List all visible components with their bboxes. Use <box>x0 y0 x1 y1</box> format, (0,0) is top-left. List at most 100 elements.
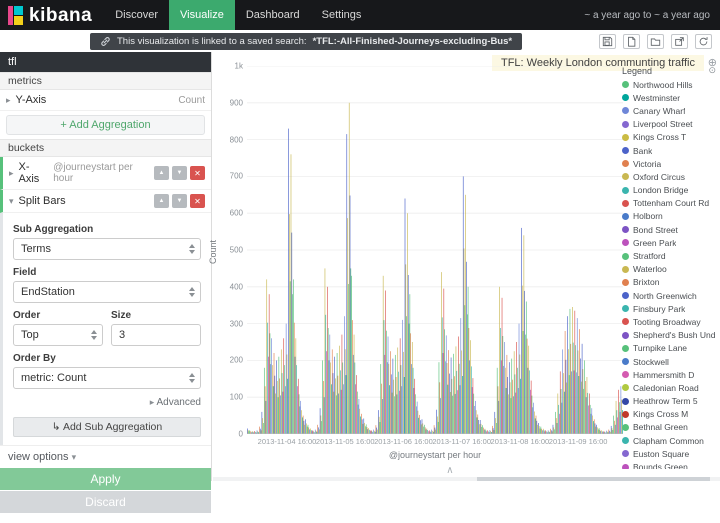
legend-color-dot <box>622 212 629 220</box>
order-by-value: metric: Count <box>21 372 87 384</box>
legend-item[interactable]: Oxford Circus <box>622 170 718 183</box>
legend-item[interactable]: Stratford <box>622 249 718 262</box>
nav-settings[interactable]: Settings <box>321 9 362 21</box>
nav-discover[interactable]: Discover <box>115 9 158 21</box>
nav-dashboard[interactable]: Dashboard <box>245 9 300 21</box>
legend-color-dot <box>622 318 629 326</box>
legend-item[interactable]: Bank <box>622 144 718 157</box>
legend-item[interactable]: Northwood Hills <box>622 78 718 91</box>
new-document-icon[interactable] <box>623 33 640 49</box>
legend-item[interactable]: Euston Square <box>622 447 718 460</box>
horizontal-scrollbar[interactable] <box>213 477 720 481</box>
add-sub-aggregation-button[interactable]: ↳ Add Sub Aggregation <box>13 417 201 437</box>
legend-item[interactable]: Waterloo <box>622 263 718 276</box>
legend-item[interactable]: Caledonian Road <box>622 381 718 394</box>
legend-color-dot <box>622 94 629 102</box>
legend-item[interactable]: Westminster <box>622 91 718 104</box>
field-select[interactable]: EndStation <box>13 281 201 303</box>
legend-item[interactable]: Shepherd's Bush Und <box>622 329 718 342</box>
y-axis-agg-row[interactable]: ▸ Y-Axis Count <box>0 90 211 111</box>
move-up-button[interactable]: ▲ <box>154 194 169 208</box>
save-icon[interactable] <box>599 33 616 49</box>
legend-item[interactable]: Tottenham Court Rd <box>622 197 718 210</box>
field-value: EndStation <box>21 286 75 298</box>
legend-toggle-icon[interactable]: ⊙ <box>708 65 716 75</box>
apply-button[interactable]: Apply <box>0 468 211 490</box>
legend-item[interactable]: Finsbury Park <box>622 302 718 315</box>
linked-search-text: This visualization is linked to a saved … <box>117 35 307 47</box>
legend-item[interactable]: Bethnal Green <box>622 421 718 434</box>
legend-item[interactable]: North Greenwich <box>622 289 718 302</box>
legend-color-dot <box>622 265 629 273</box>
legend-item[interactable]: Liverpool Street <box>622 118 718 131</box>
x-axis-agg-row[interactable]: ▸ X-Axis @journeystart per hour ▲ ▼ ✕ <box>0 157 211 190</box>
move-down-button[interactable]: ▼ <box>172 194 187 208</box>
order-by-select[interactable]: metric: Count <box>13 367 201 389</box>
time-range-picker[interactable]: ~ a year ago to ~ a year ago <box>584 9 710 21</box>
scrollbar-thumb[interactable] <box>476 477 710 481</box>
legend-item-label: Waterloo <box>633 264 667 275</box>
plot-area[interactable] <box>247 66 623 434</box>
legend-item[interactable]: Brixton <box>622 276 718 289</box>
discard-button[interactable]: Discard <box>0 491 211 513</box>
bars-svg <box>247 66 623 434</box>
legend-item-label: North Greenwich <box>633 290 697 301</box>
legend-item-label: Stockwell <box>633 356 669 367</box>
select-caret-icon <box>91 330 97 340</box>
legend-item[interactable]: Bounds Green <box>622 460 718 469</box>
remove-agg-button[interactable]: ✕ <box>190 194 205 208</box>
add-aggregation-button[interactable]: + Add Aggregation <box>6 115 205 135</box>
chevron-down-icon: ▾ <box>9 195 14 206</box>
legend-item[interactable]: Kings Cross M <box>622 408 718 421</box>
y-tick-label: 200 <box>229 355 243 365</box>
sub-aggregation-select[interactable]: Terms <box>13 238 201 260</box>
split-bars-agg-row[interactable]: ▾ Split Bars ▲ ▼ ✕ <box>0 190 211 213</box>
move-up-button[interactable]: ▲ <box>154 166 169 180</box>
open-folder-icon[interactable] <box>647 33 664 49</box>
legend-item[interactable]: Heathrow Term 5 <box>622 395 718 408</box>
legend-item[interactable]: Turnpike Lane <box>622 342 718 355</box>
legend-item-label: Holborn <box>633 211 663 222</box>
legend-item[interactable]: Stockwell <box>622 355 718 368</box>
share-icon[interactable] <box>671 33 688 49</box>
legend-item-label: Tottenham Court Rd <box>633 198 710 209</box>
size-input[interactable] <box>111 324 201 346</box>
legend-item-label: Kings Cross T <box>633 132 687 143</box>
kibana-logo[interactable]: kibana <box>0 0 104 30</box>
legend-item-label: Finsbury Park <box>633 303 686 314</box>
legend-item[interactable]: Kings Cross T <box>622 131 718 144</box>
order-select[interactable]: Top <box>13 324 103 346</box>
legend-item[interactable]: Holborn <box>622 210 718 223</box>
y-tick-label: 1k <box>234 61 243 71</box>
edit-vis-icon[interactable]: ⊕ <box>707 57 717 69</box>
x-tick-label: 2013-11-05 16:00 <box>315 437 375 446</box>
size-label: Size <box>111 310 132 321</box>
view-options-toggle[interactable]: view options ▾ <box>0 445 211 468</box>
legend-color-dot <box>622 199 629 207</box>
visualization-panel: TFL: Weekly London communting traffic ⊕ … <box>208 52 720 481</box>
refresh-icon[interactable] <box>695 33 712 49</box>
collapse-caret[interactable]: ∧ <box>446 465 454 476</box>
legend-item[interactable]: London Bridge <box>622 184 718 197</box>
advanced-label: Advanced <box>156 397 201 408</box>
legend-item[interactable]: Clapham Common <box>622 434 718 447</box>
legend-item[interactable]: Victoria <box>622 157 718 170</box>
legend-item[interactable]: Tooting Broadway <box>622 315 718 328</box>
legend-item[interactable]: Canary Wharf <box>622 104 718 117</box>
x-tick-label: 2013-11-09 16:00 <box>548 437 608 446</box>
move-down-button[interactable]: ▼ <box>172 166 187 180</box>
legend-item[interactable]: Hammersmith D <box>622 368 718 381</box>
x-tick-label: 2013-11-07 16:00 <box>432 437 492 446</box>
legend-item-label: Stratford <box>633 251 666 262</box>
vis-editor-sidebar: tfl metrics ▸ Y-Axis Count + Add Aggrega… <box>0 52 212 513</box>
legend-color-dot <box>622 371 629 379</box>
legend-color-dot <box>622 410 629 418</box>
legend-item[interactable]: Bond Street <box>622 223 718 236</box>
legend-item[interactable]: Green Park <box>622 236 718 249</box>
advanced-toggle[interactable]: ▸ Advanced <box>13 397 201 408</box>
nav-visualize[interactable]: Visualize <box>169 0 235 30</box>
legend-title: Legend <box>622 65 653 76</box>
x-tick-label: 2013-11-06 16:00 <box>374 437 433 446</box>
x-axis-title: @journeystart per hour <box>388 450 482 460</box>
remove-agg-button[interactable]: ✕ <box>190 166 205 180</box>
